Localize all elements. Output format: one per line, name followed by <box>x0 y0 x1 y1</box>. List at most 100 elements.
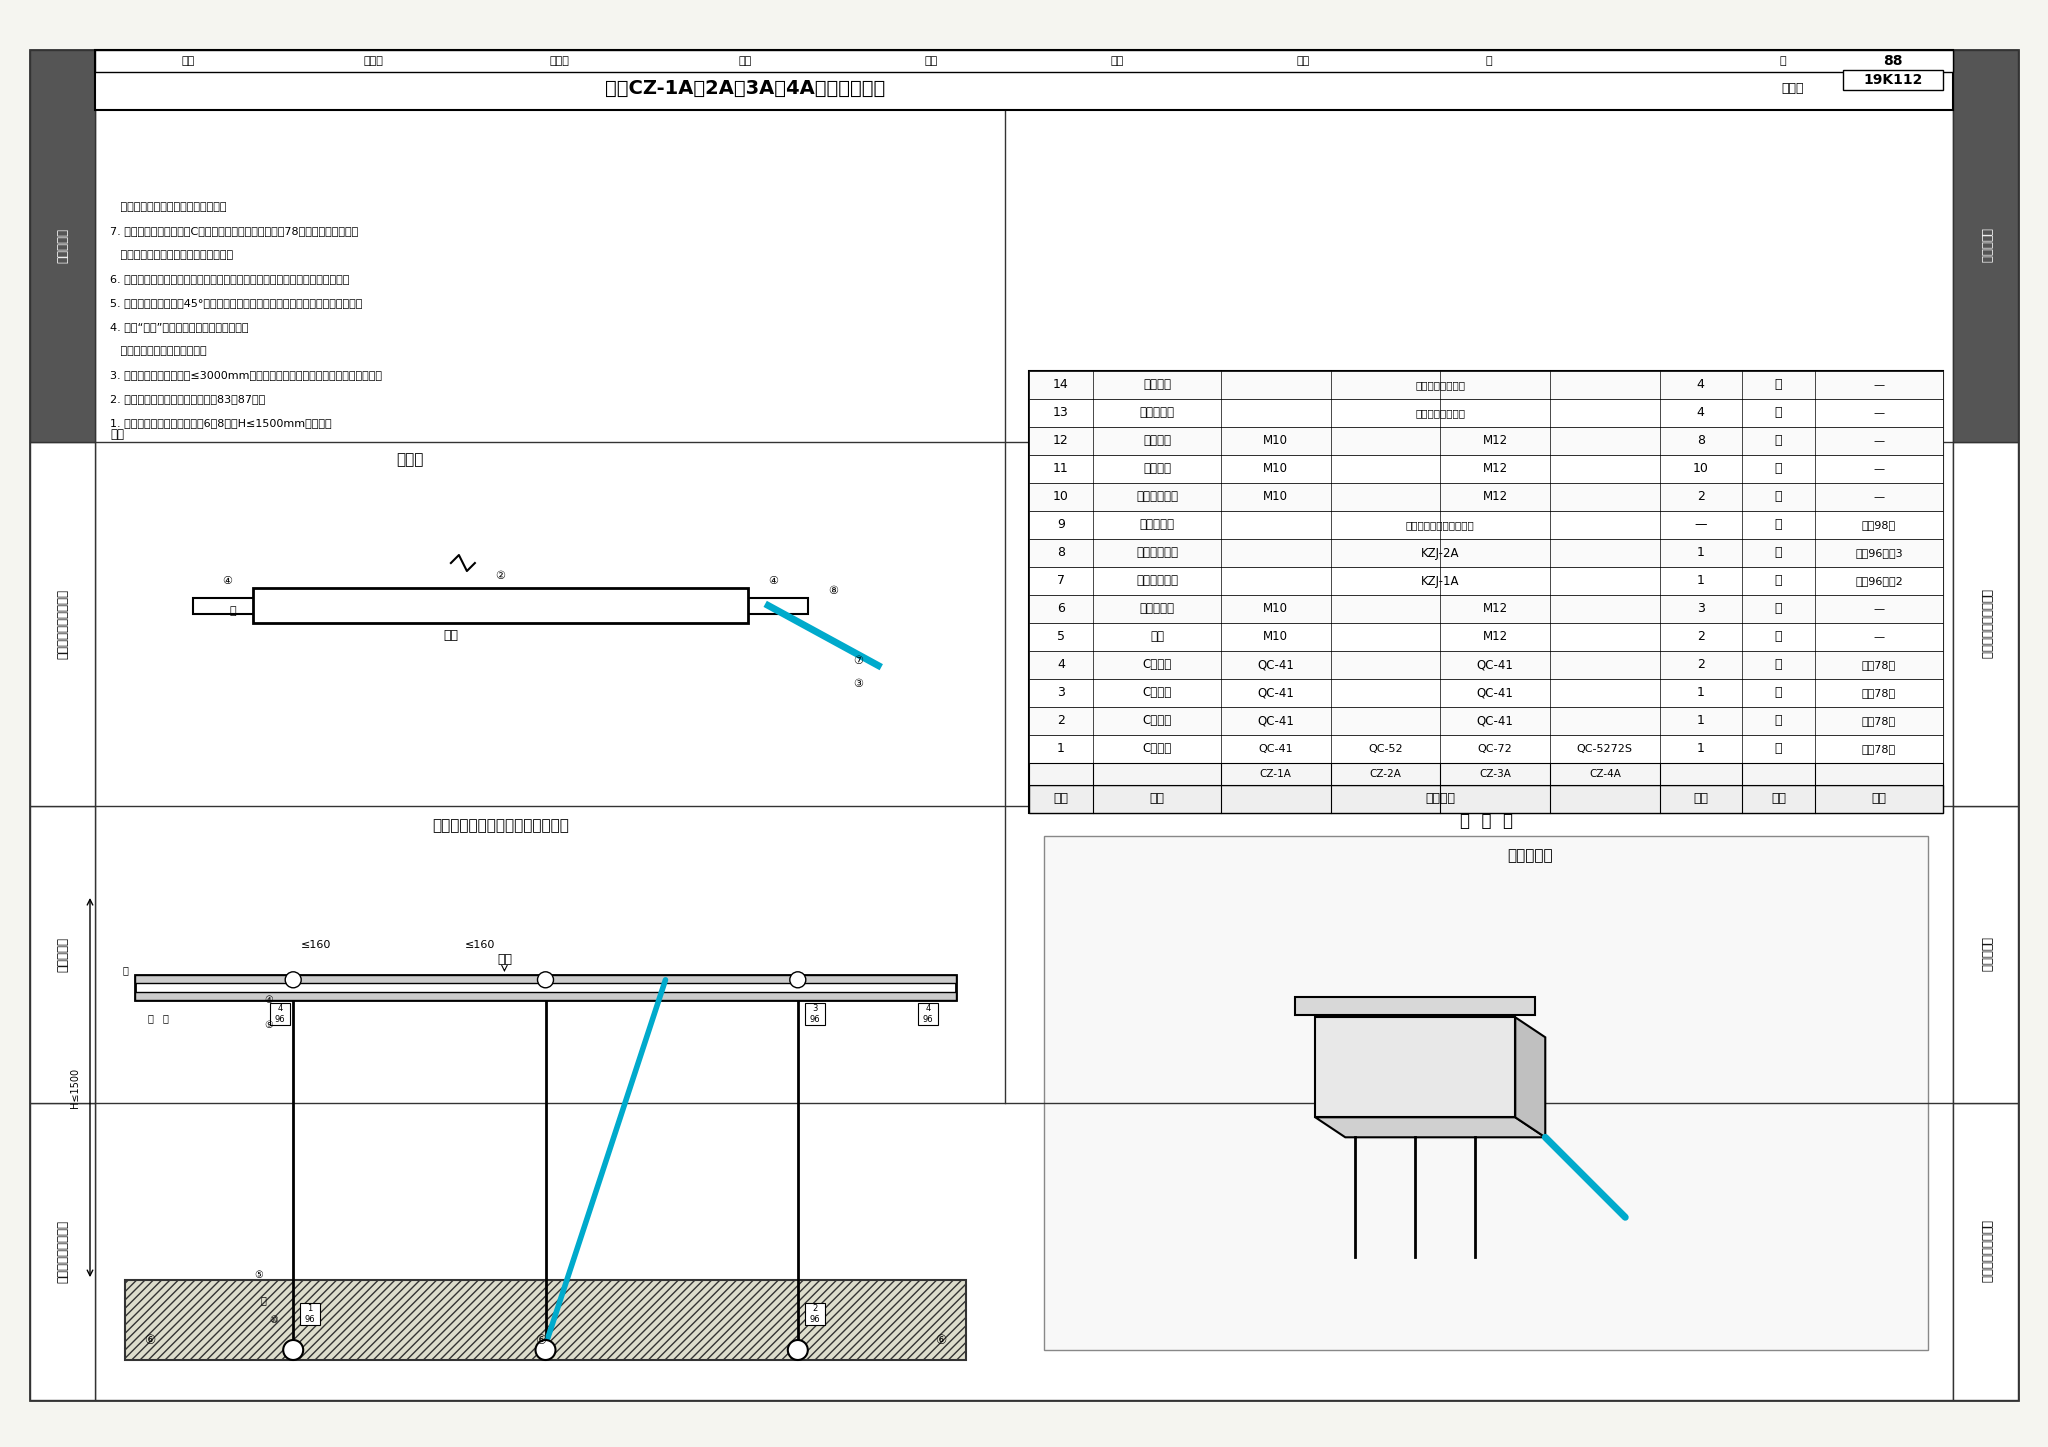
Text: 2. 风管抗震支吐架选用见本图集第83～87页。: 2. 风管抗震支吐架选用见本图集第83～87页。 <box>111 395 266 405</box>
Bar <box>1028 735 1944 763</box>
Text: QC-41: QC-41 <box>1477 686 1513 699</box>
Text: 件: 件 <box>1776 715 1782 728</box>
Text: 俧视图: 俧视图 <box>397 451 424 467</box>
Text: 槽钐端盖: 槽钐端盖 <box>1143 379 1171 392</box>
Bar <box>135 975 956 1000</box>
Text: M12: M12 <box>1483 434 1507 447</box>
Text: QC-41: QC-41 <box>1257 744 1292 754</box>
Bar <box>125 1281 967 1360</box>
Bar <box>1028 567 1944 595</box>
Text: 备注: 备注 <box>1872 793 1886 806</box>
Text: ≤160: ≤160 <box>465 939 496 949</box>
Text: ④: ④ <box>223 576 233 586</box>
Text: QC-41: QC-41 <box>1477 658 1513 671</box>
Text: 14: 14 <box>1053 379 1069 392</box>
Bar <box>31 1103 94 1401</box>
Text: CZ-2A: CZ-2A <box>1370 768 1401 778</box>
Circle shape <box>535 1340 555 1360</box>
Text: —: — <box>1874 492 1884 502</box>
Text: QC-41: QC-41 <box>1257 658 1294 671</box>
Text: 1: 1 <box>1698 574 1704 587</box>
Bar <box>31 806 94 1103</box>
Text: ④: ④ <box>264 994 272 1004</box>
Bar <box>252 587 748 624</box>
Text: C型槽钐: C型槽钐 <box>1143 658 1171 671</box>
Text: 抗震连接构件: 抗震连接构件 <box>1137 547 1178 560</box>
Text: 10: 10 <box>1053 491 1069 504</box>
Text: 金属风管装配式支吐架: 金属风管装配式支吐架 <box>55 589 70 658</box>
Text: 7. 当工程设计中所选用的C型槽钐的规格及截面特性与第78页中的技术参数不一: 7. 当工程设计中所选用的C型槽钐的规格及截面特性与第78页中的技术参数不一 <box>111 227 358 236</box>
Text: QC-52: QC-52 <box>1368 744 1403 754</box>
Bar <box>94 51 1954 110</box>
Text: 4. 图中“蓝色”表示的部分为侧向抗震斜撑。: 4. 图中“蓝色”表示的部分为侧向抗震斜撑。 <box>111 323 248 333</box>
Text: 辆杆紧固件: 辆杆紧固件 <box>1139 518 1174 531</box>
Text: ⑥: ⑥ <box>143 1334 156 1347</box>
Bar <box>1954 806 2017 1103</box>
Text: CZ-4A: CZ-4A <box>1589 768 1620 778</box>
Bar <box>1028 651 1944 679</box>
Text: 页: 页 <box>1780 56 1786 67</box>
Text: M12: M12 <box>1483 631 1507 644</box>
Text: 六角螺母: 六角螺母 <box>1143 463 1171 476</box>
Text: 数量: 数量 <box>1694 793 1708 806</box>
Bar <box>135 975 956 983</box>
Text: 抗震支吐架: 抗震支吐架 <box>1978 229 1993 263</box>
Text: 图集号: 图集号 <box>1782 81 1804 94</box>
Text: —: — <box>1694 518 1708 531</box>
Bar <box>135 991 956 1000</box>
Text: KZJ-2A: KZJ-2A <box>1421 547 1460 560</box>
Bar <box>31 51 94 441</box>
Text: 设计: 设计 <box>1110 56 1124 67</box>
Text: 秦鑫: 秦鑫 <box>1296 56 1309 67</box>
Polygon shape <box>1315 1117 1546 1137</box>
Bar <box>1028 427 1944 454</box>
Text: 根据风管规格确定: 根据风管规格确定 <box>1415 408 1464 418</box>
Text: 4: 4 <box>1057 658 1065 671</box>
Text: CZ-1A: CZ-1A <box>1260 768 1292 778</box>
Text: 4: 4 <box>1698 379 1704 392</box>
Text: ⑬: ⑬ <box>162 1013 168 1023</box>
Text: 单位: 单位 <box>1772 793 1786 806</box>
Text: M12: M12 <box>1483 602 1507 615</box>
Text: 件号: 件号 <box>1053 793 1069 806</box>
Text: 4: 4 <box>1698 407 1704 420</box>
Text: 矩形风管单侧向抗震支吐架正视图: 矩形风管单侧向抗震支吐架正视图 <box>432 819 569 833</box>
Bar <box>193 598 809 614</box>
Text: 2: 2 <box>1057 715 1065 728</box>
Text: M10: M10 <box>1264 602 1288 615</box>
Text: 材  料  表: 材 料 表 <box>1460 812 1513 831</box>
Text: ⑫: ⑫ <box>147 1013 154 1023</box>
Text: 槽钐垄板: 槽钐垄板 <box>1143 434 1171 447</box>
Text: 规格型号: 规格型号 <box>1425 793 1456 806</box>
Text: 3: 3 <box>1698 602 1704 615</box>
Circle shape <box>285 972 301 988</box>
Bar <box>1028 370 1944 399</box>
Text: 1. 本图适用于抗震设防烈度为6～8度，H≤1500mm的工程。: 1. 本图适用于抗震设防烈度为6～8度，H≤1500mm的工程。 <box>111 418 332 428</box>
Text: 1: 1 <box>1698 742 1704 755</box>
Text: 目录、总说明及图例: 目录、总说明及图例 <box>1978 1220 1993 1283</box>
Text: 12: 12 <box>1053 434 1069 447</box>
Text: 注：: 注： <box>111 428 125 441</box>
Text: H≤1500: H≤1500 <box>70 1068 80 1107</box>
Bar <box>918 1003 938 1024</box>
Text: 件: 件 <box>1776 631 1782 644</box>
Text: 4
96: 4 96 <box>924 1004 934 1023</box>
Text: 件: 件 <box>1776 658 1782 671</box>
Text: ≤160: ≤160 <box>301 939 332 949</box>
Text: 页: 页 <box>1485 56 1491 67</box>
Bar <box>1028 511 1944 538</box>
Text: 个: 个 <box>1776 491 1782 504</box>
Text: 见皇78页: 见皇78页 <box>1862 716 1896 726</box>
Bar <box>1028 595 1944 624</box>
Text: C型槽钐: C型槽钐 <box>1143 715 1171 728</box>
Text: 6. 当工程设计中所选用的材料与本图集总说明不一致时，应该采用的材料核校构: 6. 当工程设计中所选用的材料与本图集总说明不一致时，应该采用的材料核校构 <box>111 275 350 285</box>
Text: 套: 套 <box>1776 602 1782 615</box>
Bar <box>1028 679 1944 708</box>
Text: 辆杆: 辆杆 <box>1151 631 1163 644</box>
Text: 名称: 名称 <box>1149 793 1165 806</box>
Text: 套: 套 <box>1776 518 1782 531</box>
Text: 1
96: 1 96 <box>305 1304 315 1324</box>
Text: 2
96: 2 96 <box>809 1304 819 1324</box>
Text: 计评超: 计评超 <box>549 56 569 67</box>
Text: 致，应按实际参数核校后方可使用。: 致，应按实际参数核校后方可使用。 <box>111 203 227 213</box>
